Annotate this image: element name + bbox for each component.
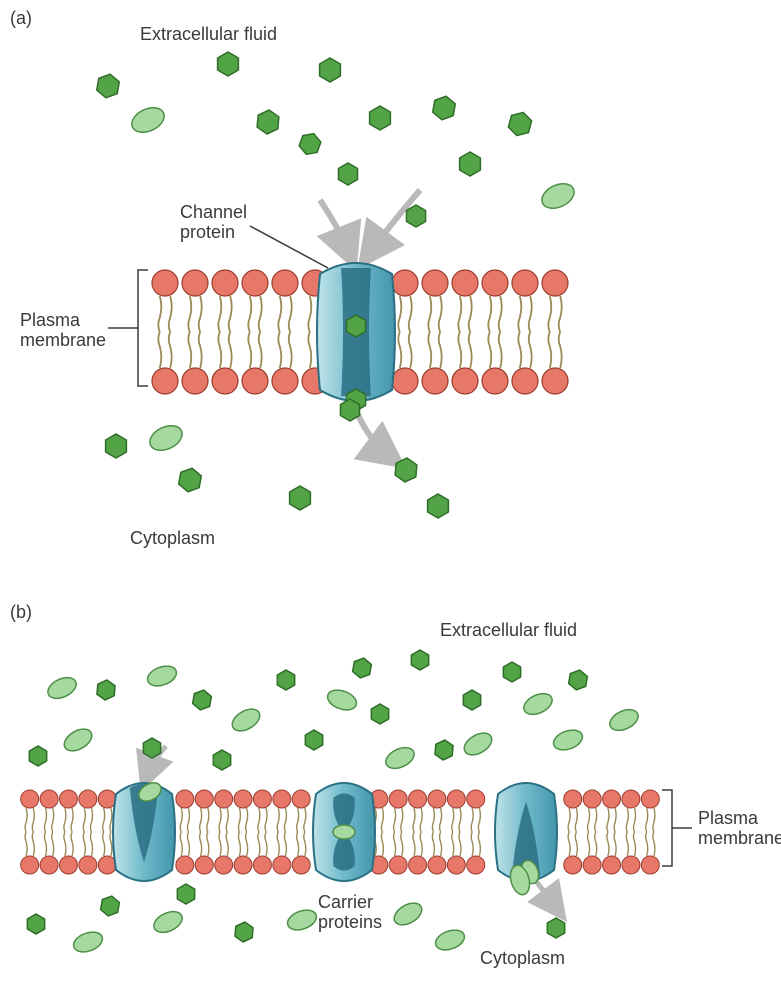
molecules-bottom-a <box>106 399 449 518</box>
oval-molecule <box>383 744 418 773</box>
hexagon-molecule <box>106 434 127 458</box>
cytoplasm-label-a: Cytoplasm <box>130 528 215 548</box>
hexagon-molecule <box>235 921 254 942</box>
oval-molecule <box>607 706 642 735</box>
oval-molecule <box>71 928 105 955</box>
plasma-membrane-bracket-b <box>662 790 692 866</box>
hexagon-molecule <box>432 94 457 121</box>
hexagon-molecule <box>277 670 294 690</box>
plasma-membrane-bracket-a <box>108 270 148 386</box>
hexagon-molecule <box>297 130 322 157</box>
hexagon-molecule <box>503 662 520 682</box>
channel-protein-label-line1: Channel <box>180 202 247 222</box>
oval-molecule <box>325 686 359 713</box>
hexagon-molecule <box>257 109 280 135</box>
hexagon-molecule <box>463 690 480 710</box>
oval-molecule <box>551 726 585 753</box>
oval-molecule <box>461 729 496 760</box>
hexagon-molecule <box>428 494 449 518</box>
oval-molecule <box>521 690 556 719</box>
hexagon-molecule <box>213 750 230 770</box>
molecule-in-carrier <box>333 825 355 839</box>
carrier-proteins-label-line2: proteins <box>318 912 382 932</box>
hexagon-molecule <box>406 205 425 227</box>
oval-molecule <box>285 906 319 933</box>
hexagon-molecule <box>100 895 121 918</box>
hexagon-molecule <box>568 669 589 692</box>
panel-b-tag: (b) <box>10 602 32 622</box>
hexagon-molecule <box>97 679 116 700</box>
hexagon-molecule <box>547 918 564 938</box>
extracellular-fluid-label-a: Extracellular fluid <box>140 24 277 44</box>
facilitated-diffusion-diagram: (a) Extracellular fluid Channel protein … <box>0 0 781 987</box>
oval-molecule <box>45 674 80 703</box>
carrier-proteins-label-line1: Carrier <box>318 892 373 912</box>
hexagon-molecule <box>395 457 418 483</box>
hexagon-molecule <box>338 163 357 185</box>
oval-molecule <box>538 179 578 213</box>
panel-a-tag: (a) <box>10 8 32 28</box>
plasma-membrane-label-a-line1: Plasma <box>20 310 81 330</box>
oval-molecule <box>151 908 186 937</box>
hexagon-molecule <box>218 52 239 76</box>
hexagon-molecule <box>460 152 481 176</box>
hexagon-molecule <box>27 914 44 934</box>
hexagon-molecule <box>178 466 203 493</box>
oval-molecule <box>145 662 179 689</box>
plasma-membrane-label-b-line2: membrane <box>698 828 781 848</box>
molecules-top-a <box>96 52 578 227</box>
hexagon-molecule <box>340 399 359 421</box>
hexagon-molecule <box>177 884 194 904</box>
channel-protein-label-line2: protein <box>180 222 235 242</box>
hexagon-molecule <box>29 746 46 766</box>
hexagon-molecule <box>305 730 322 750</box>
channel-protein-pointer <box>250 226 328 268</box>
flow-arrow-in-left <box>320 200 350 255</box>
hexagon-molecule <box>507 110 533 139</box>
hexagon-molecule <box>290 486 311 510</box>
hexagon-molecule <box>435 739 454 760</box>
oval-molecule <box>128 103 168 137</box>
hexagon-molecule <box>371 704 388 724</box>
extracellular-fluid-label-b: Extracellular fluid <box>440 620 577 640</box>
hexagon-molecule <box>320 58 341 82</box>
hexagon-in-channel <box>346 315 365 337</box>
cytoplasm-label-b: Cytoplasm <box>480 948 565 968</box>
oval-molecule <box>146 421 186 455</box>
oval-molecule <box>61 725 96 756</box>
oval-molecule <box>229 705 264 736</box>
oval-molecule <box>391 899 426 930</box>
plasma-membrane-label-a-line2: membrane <box>20 330 106 350</box>
flow-arrow-out <box>356 410 392 458</box>
molecules-top-b <box>29 650 641 772</box>
hexagon-molecule <box>143 738 160 758</box>
hexagon-molecule <box>370 106 391 130</box>
plasma-membrane-label-b-line1: Plasma <box>698 808 759 828</box>
oval-in-carrier <box>333 825 355 839</box>
molecules-bottom-b <box>27 863 564 955</box>
oval-molecule <box>433 926 467 953</box>
hexagon-molecule <box>352 657 373 680</box>
hexagon-molecule <box>192 689 213 712</box>
hexagon-molecule <box>96 72 121 99</box>
hexagon-molecule <box>411 650 428 670</box>
